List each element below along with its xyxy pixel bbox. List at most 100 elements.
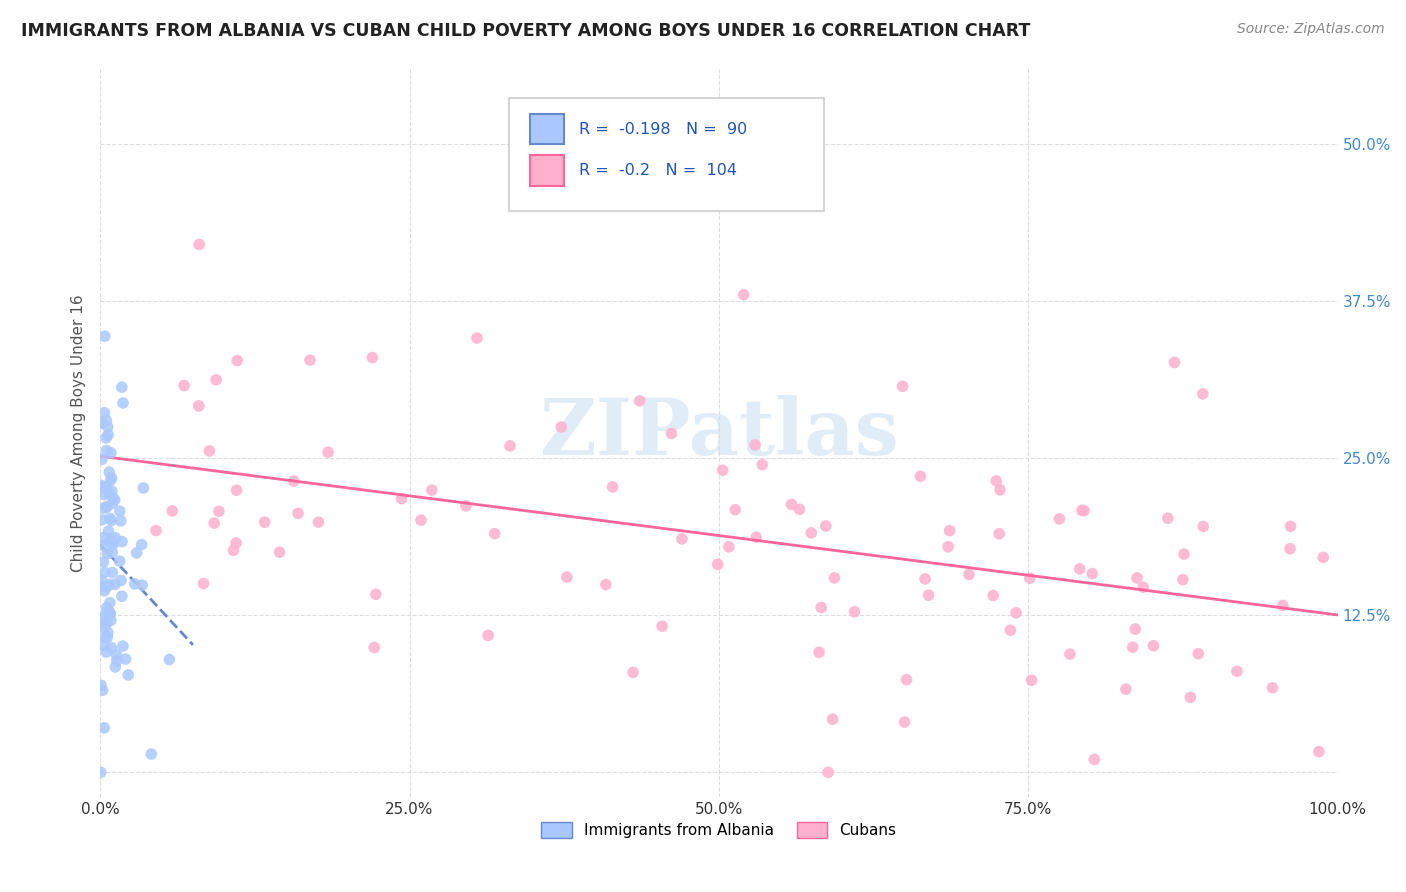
Point [98, 534, 121, 549]
Point [98, 465, 121, 479]
Point [361, 351, 384, 365]
Point [602, 480, 624, 494]
Point [108, 504, 131, 518]
Point [93, 480, 115, 494]
Point [225, 536, 247, 550]
Point [936, 540, 959, 554]
Point [98, 577, 121, 591]
Point [208, 504, 231, 518]
Point [1157, 511, 1180, 525]
Point [98, 596, 121, 610]
Point [651, 619, 673, 633]
Point [96, 431, 118, 445]
Point [90, 478, 112, 492]
Point [110, 514, 132, 528]
Point [132, 481, 155, 495]
Point [499, 439, 522, 453]
Point [124, 577, 146, 591]
Point [93, 721, 115, 735]
Point [193, 576, 215, 591]
Point [550, 420, 572, 434]
Point [101, 545, 124, 559]
Point [1171, 573, 1194, 587]
Point [93, 488, 115, 502]
Point [90, 513, 112, 527]
Point [114, 652, 136, 666]
Point [188, 237, 211, 252]
Point [96, 600, 118, 615]
Point [420, 483, 443, 497]
Point [938, 524, 960, 538]
Point [1021, 673, 1043, 688]
Point [628, 393, 651, 408]
Point [100, 446, 122, 460]
Point [1187, 647, 1209, 661]
Point [800, 525, 823, 540]
Point [101, 535, 124, 549]
Point [94, 630, 117, 644]
Point [125, 546, 148, 560]
Point [1312, 550, 1334, 565]
Point [1123, 622, 1146, 636]
Point [1115, 682, 1137, 697]
Point [1192, 519, 1215, 533]
Point [94, 617, 117, 632]
Point [409, 513, 432, 527]
Point [1018, 571, 1040, 585]
Point [1047, 512, 1070, 526]
Point [808, 645, 831, 659]
Point [821, 712, 844, 726]
Point [364, 587, 387, 601]
Text: Source: ZipAtlas.com: Source: ZipAtlas.com [1237, 22, 1385, 37]
Point [98, 607, 121, 621]
Point [105, 654, 128, 668]
Point [100, 471, 122, 485]
Point [96, 443, 118, 458]
Point [780, 497, 803, 511]
Point [94, 607, 117, 621]
Point [724, 502, 747, 516]
Point [157, 652, 180, 666]
Point [131, 578, 153, 592]
Point [891, 379, 914, 393]
Point [1142, 639, 1164, 653]
Point [202, 516, 225, 530]
Point [917, 588, 939, 602]
Point [104, 660, 127, 674]
Point [789, 502, 811, 516]
Point [717, 540, 740, 554]
Point [287, 507, 309, 521]
Point [117, 668, 139, 682]
Point [1132, 580, 1154, 594]
Point [1271, 599, 1294, 613]
Point [94, 329, 117, 343]
FancyBboxPatch shape [530, 113, 564, 145]
Point [706, 558, 728, 572]
Point [226, 353, 249, 368]
Point [93, 531, 115, 545]
Point [91, 683, 114, 698]
Point [1073, 503, 1095, 517]
Point [454, 499, 477, 513]
Point [711, 463, 734, 477]
FancyBboxPatch shape [509, 98, 824, 211]
Point [93, 501, 115, 516]
Point [94, 566, 117, 580]
Legend: Immigrants from Albania, Cubans: Immigrants from Albania, Cubans [536, 816, 903, 845]
Point [96, 580, 118, 594]
Point [111, 639, 134, 653]
Point [98, 606, 121, 620]
Point [1000, 624, 1022, 638]
Point [97, 625, 120, 640]
Point [93, 580, 115, 594]
Point [595, 577, 617, 591]
Point [96, 630, 118, 644]
Point [91, 555, 114, 569]
Point [97, 604, 120, 618]
Point [283, 474, 305, 488]
Text: IMMIGRANTS FROM ALBANIA VS CUBAN CHILD POVERTY AMONG BOYS UNDER 16 CORRELATION C: IMMIGRANTS FROM ALBANIA VS CUBAN CHILD P… [21, 22, 1031, 40]
Point [103, 537, 125, 551]
Point [131, 538, 153, 552]
Point [253, 515, 276, 529]
Point [1226, 665, 1249, 679]
